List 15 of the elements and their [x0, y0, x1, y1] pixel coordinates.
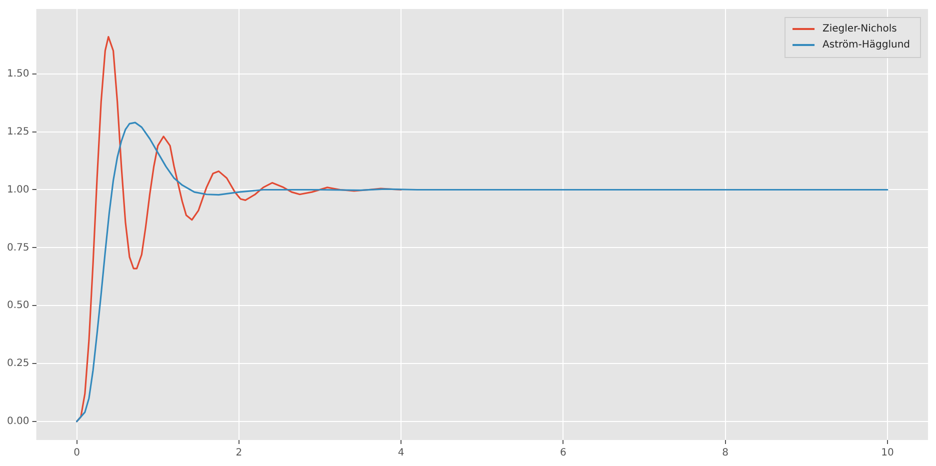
- y-tick-label: 0.75: [7, 242, 30, 254]
- y-tick-label: 0.25: [7, 358, 30, 370]
- x-tick-label: 2: [236, 448, 242, 459]
- x-tick-label: 4: [398, 448, 404, 459]
- x-tick-label: 10: [881, 448, 894, 459]
- legend-label: Ziegler-Nichols: [822, 24, 897, 35]
- y-tick-label: 0.50: [7, 300, 30, 312]
- y-tick-label: 1.00: [7, 184, 30, 196]
- x-tick-label: 0: [74, 448, 80, 459]
- x-tick-label: 8: [722, 448, 729, 459]
- x-tick-label: 6: [560, 448, 566, 459]
- y-tick-label: 0.00: [7, 416, 30, 428]
- y-tick-label: 1.25: [7, 126, 30, 138]
- legend-label: Aström-Hägglund: [822, 40, 910, 51]
- y-tick-label: 1.50: [7, 68, 30, 80]
